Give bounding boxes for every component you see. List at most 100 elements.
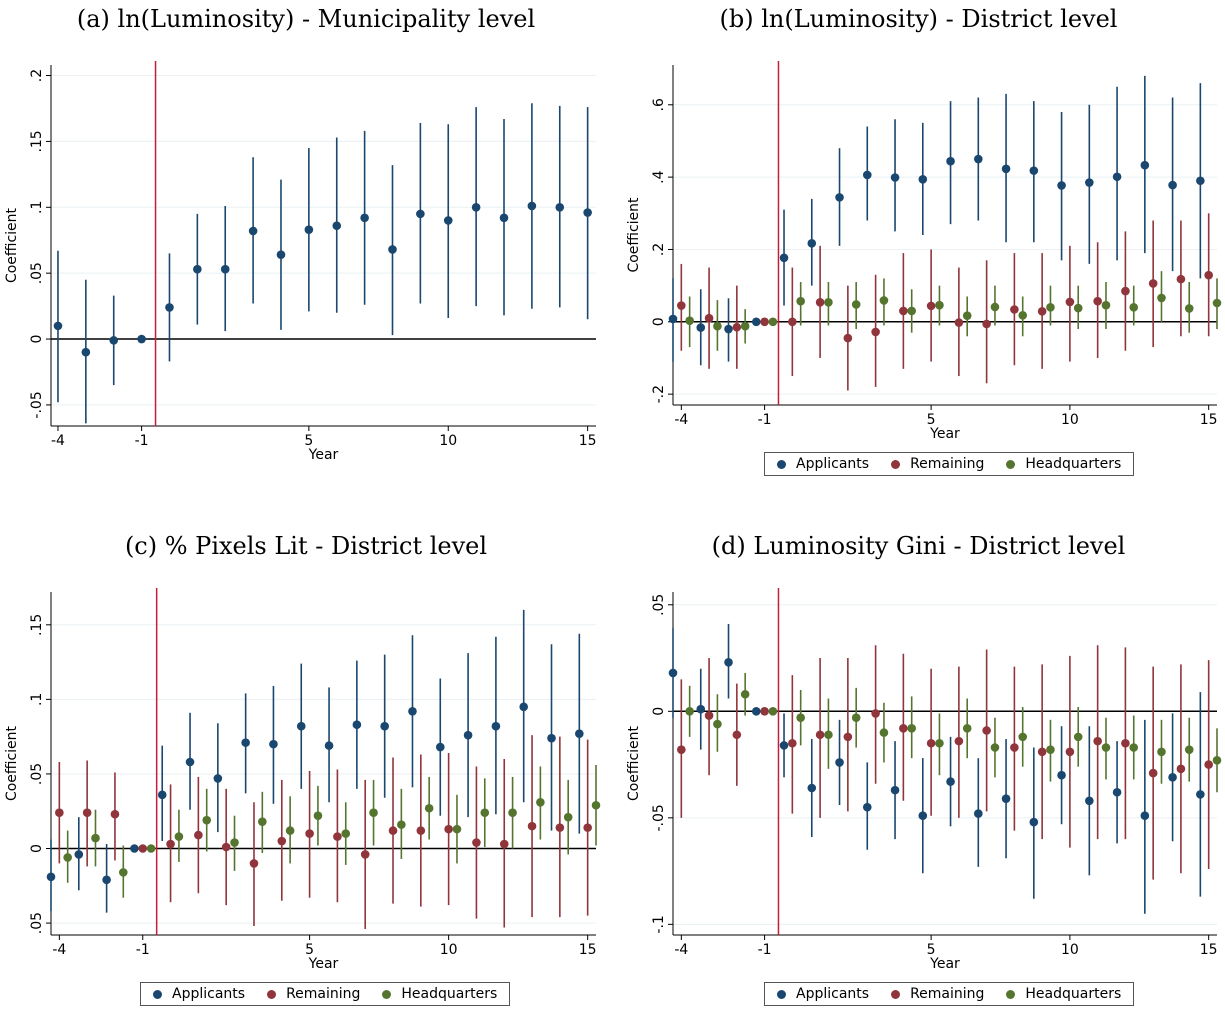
remaining-point bbox=[499, 839, 509, 849]
legend-item-applicants: Applicants bbox=[153, 986, 245, 1002]
remaining-point bbox=[926, 301, 936, 311]
headquarters-point bbox=[1157, 747, 1166, 757]
headquarters-point bbox=[1046, 303, 1055, 312]
y-tick-label: 0 bbox=[651, 707, 667, 716]
applicants-point bbox=[1140, 811, 1150, 820]
legend-item-remaining: Remaining bbox=[891, 456, 984, 472]
applicants-point bbox=[1001, 164, 1011, 174]
applicants-point bbox=[946, 777, 955, 786]
remaining-point bbox=[82, 808, 92, 818]
applicants-point bbox=[862, 802, 872, 812]
remaining-marker-icon bbox=[267, 989, 277, 999]
applicants-point bbox=[555, 202, 565, 212]
headquarters-point bbox=[962, 311, 972, 320]
remaining-point bbox=[954, 736, 964, 746]
headquarters-point bbox=[740, 689, 750, 699]
headquarters-point bbox=[713, 719, 722, 729]
applicants-marker-icon bbox=[777, 989, 786, 999]
remaining-point bbox=[788, 317, 797, 327]
headquarters-point bbox=[480, 808, 490, 818]
applicants-point bbox=[668, 668, 678, 678]
headquarters-marker-icon bbox=[382, 989, 392, 999]
legend-item-applicants: Applicants bbox=[777, 986, 869, 1002]
remaining-point bbox=[1065, 297, 1075, 307]
remaining-point bbox=[704, 711, 714, 720]
y-tick-label: .05 bbox=[29, 262, 45, 284]
headquarters-point bbox=[1129, 303, 1139, 312]
headquarters-point bbox=[258, 817, 267, 826]
remaining-point bbox=[760, 317, 769, 327]
x-tick-label: 15 bbox=[1200, 412, 1218, 428]
headquarters-point bbox=[935, 738, 944, 748]
legend: Applicants Remaining Headquarters bbox=[764, 452, 1135, 476]
headquarters-point bbox=[452, 824, 462, 834]
applicants-point bbox=[724, 324, 733, 334]
headquarters-marker-icon bbox=[1006, 459, 1016, 469]
headquarters-point bbox=[313, 811, 323, 820]
headquarters-point bbox=[1184, 745, 1194, 754]
applicants-point bbox=[696, 323, 706, 332]
remaining-point bbox=[555, 823, 565, 832]
headquarters-point bbox=[536, 797, 545, 807]
remaining-point bbox=[954, 318, 964, 327]
remaining-point bbox=[760, 707, 769, 716]
x-tick-label: -4 bbox=[674, 942, 688, 958]
applicants-point bbox=[890, 173, 900, 182]
remaining-point bbox=[815, 730, 825, 740]
headquarters-point bbox=[1129, 743, 1139, 752]
remaining-point bbox=[249, 859, 259, 868]
applicants-point bbox=[269, 739, 278, 749]
headquarters-point bbox=[907, 724, 916, 733]
remaining-point bbox=[1204, 270, 1213, 280]
remaining-point bbox=[277, 836, 287, 846]
remaining-point bbox=[1093, 736, 1102, 746]
applicants-point bbox=[835, 193, 844, 202]
remaining-point bbox=[305, 829, 314, 838]
headquarters-point bbox=[713, 321, 722, 331]
remaining-point bbox=[194, 830, 203, 840]
remaining-point bbox=[843, 732, 853, 742]
remaining-point bbox=[138, 844, 148, 853]
x-tick-label: -4 bbox=[52, 942, 66, 958]
applicants-point bbox=[724, 658, 733, 667]
headquarters-point bbox=[1212, 298, 1222, 308]
legend-item-headquarters: Headquarters bbox=[1006, 456, 1121, 472]
applicants-point bbox=[463, 730, 473, 740]
applicants-point bbox=[443, 216, 453, 225]
applicants-point bbox=[352, 720, 362, 730]
remaining-point bbox=[677, 301, 686, 310]
headquarters-point bbox=[174, 832, 184, 841]
y-tick-label: .2 bbox=[29, 69, 45, 82]
remaining-point bbox=[472, 838, 481, 847]
applicants-point bbox=[1029, 166, 1039, 175]
applicants-point bbox=[499, 213, 509, 223]
remaining-point bbox=[982, 319, 991, 329]
legend-label: Remaining bbox=[910, 456, 985, 472]
remaining-point bbox=[583, 823, 592, 832]
applicants-point bbox=[324, 741, 334, 750]
headquarters-point bbox=[118, 868, 128, 877]
headquarters-point bbox=[1073, 732, 1083, 742]
headquarters-point bbox=[796, 713, 805, 722]
headquarters-point bbox=[202, 815, 212, 825]
remaining-point bbox=[1148, 768, 1158, 778]
legend: Applicants Remaining Headquarters bbox=[140, 982, 511, 1006]
y-tick-label: -.05 bbox=[29, 391, 45, 418]
applicants-point bbox=[1196, 176, 1205, 186]
y-tick-label: 0 bbox=[651, 317, 667, 326]
applicants-point bbox=[165, 303, 174, 312]
x-axis-label: Year bbox=[929, 426, 960, 442]
applicants-point bbox=[46, 872, 56, 882]
x-tick-label: 5 bbox=[927, 942, 936, 958]
headquarters-point bbox=[824, 730, 833, 740]
legend: Applicants Remaining Headquarters bbox=[764, 982, 1135, 1006]
headquarters-point bbox=[1073, 303, 1083, 313]
applicants-point bbox=[1168, 180, 1177, 190]
applicants-marker-icon bbox=[153, 989, 162, 999]
y-axis-label: Coefficient bbox=[4, 207, 20, 283]
headquarters-point bbox=[962, 724, 972, 733]
applicants-point bbox=[974, 154, 983, 164]
applicants-point bbox=[918, 811, 928, 820]
headquarters-point bbox=[1101, 300, 1111, 310]
remaining-point bbox=[527, 821, 537, 831]
